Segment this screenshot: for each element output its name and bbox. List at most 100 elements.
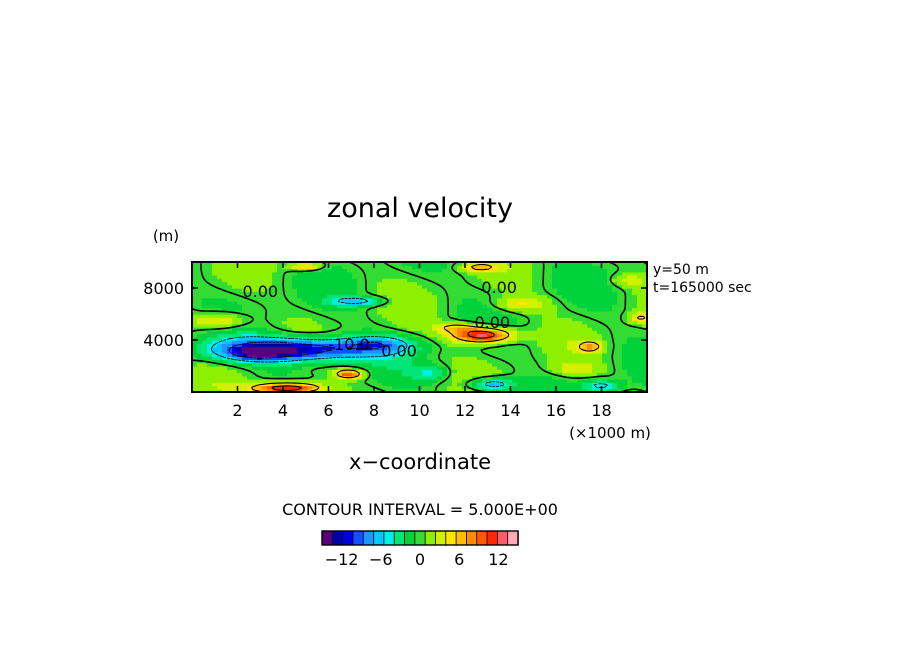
heatmap-cell — [312, 362, 318, 367]
heatmap-cell — [262, 333, 268, 338]
heatmap-cell — [527, 304, 533, 309]
heatmap-cell — [597, 288, 603, 292]
heatmap-cell — [592, 343, 598, 348]
heatmap-cell — [392, 356, 398, 361]
heatmap-cell — [637, 330, 643, 335]
heatmap-cell — [392, 297, 398, 302]
heatmap-cell — [527, 314, 533, 318]
heatmap-cell — [527, 359, 533, 364]
heatmap-cell — [342, 369, 348, 374]
heatmap-cell — [367, 262, 373, 266]
heatmap-cell — [522, 271, 528, 276]
heatmap-cell — [202, 343, 208, 348]
heatmap-cell — [212, 388, 218, 392]
heatmap-cell — [607, 372, 613, 377]
heatmap-cell — [372, 340, 378, 344]
heatmap-cell — [312, 353, 318, 357]
heatmap-cell — [407, 346, 413, 351]
heatmap-cell — [237, 343, 243, 348]
heatmap-cell — [322, 388, 328, 392]
heatmap-cell — [592, 333, 598, 338]
heatmap-cell — [267, 353, 273, 357]
heatmap-cell — [547, 330, 553, 335]
heatmap-cell — [472, 362, 478, 367]
heatmap-cell — [487, 375, 493, 380]
heatmap-cell — [192, 340, 198, 344]
heatmap-cell — [392, 372, 398, 377]
heatmap-cell — [192, 366, 198, 370]
heatmap-cell — [317, 301, 323, 305]
heatmap-cell — [617, 327, 623, 331]
heatmap-cell — [457, 388, 463, 392]
heatmap-cell — [332, 336, 338, 341]
heatmap-cell — [447, 262, 453, 266]
heatmap-cell — [617, 362, 623, 367]
heatmap-cell — [602, 375, 608, 380]
heatmap-cell — [387, 304, 393, 309]
heatmap-cell — [462, 372, 468, 377]
heatmap-cell — [602, 379, 608, 383]
heatmap-cell — [217, 359, 223, 364]
heatmap-cell — [342, 265, 348, 270]
heatmap-cell — [317, 379, 323, 383]
heatmap-cell — [612, 268, 618, 273]
heatmap-cell — [372, 369, 378, 374]
heatmap-cell — [312, 288, 318, 292]
heatmap-cell — [372, 343, 378, 348]
heatmap-cell — [302, 297, 308, 302]
heatmap-cell — [192, 356, 198, 361]
heatmap-cell — [627, 320, 633, 325]
contour-line — [251, 264, 646, 392]
heatmap-cell — [412, 379, 418, 383]
heatmap-cell — [267, 288, 273, 292]
heatmap-cell — [627, 369, 633, 374]
heatmap-cell — [232, 301, 238, 305]
heatmap-cell — [217, 323, 223, 328]
heatmap-cell — [322, 310, 328, 315]
heatmap-cell — [297, 275, 303, 279]
heatmap-cell — [262, 385, 268, 390]
heatmap-cell — [252, 333, 258, 338]
heatmap-cell — [507, 281, 513, 286]
heatmap-cell — [642, 336, 647, 341]
heatmap-cell — [417, 366, 423, 370]
heatmap-cell — [542, 336, 548, 341]
heatmap-cell — [532, 369, 538, 374]
heatmap-cell — [472, 310, 478, 315]
heatmap-cell — [312, 346, 318, 351]
heatmap-cell — [237, 333, 243, 338]
heatmap-cell — [312, 304, 318, 309]
heatmap-cell — [412, 304, 418, 309]
heatmap-cell — [587, 262, 593, 266]
heatmap-cell — [532, 317, 538, 322]
heatmap-cell — [492, 359, 498, 364]
heatmap-cell — [312, 314, 318, 318]
heatmap-cell — [622, 366, 628, 370]
heatmap-cell — [282, 320, 288, 325]
heatmap-cell — [577, 284, 583, 289]
heatmap-cell — [447, 388, 453, 392]
heatmap-cell — [472, 353, 478, 357]
heatmap-cell — [582, 275, 588, 279]
heatmap-cell — [282, 349, 288, 354]
heatmap-cell — [522, 366, 528, 370]
heatmap-cell — [442, 284, 448, 289]
heatmap-cell — [227, 281, 233, 286]
heatmap-cell — [257, 333, 263, 338]
heatmap-cell — [537, 320, 543, 325]
heatmap-cell — [397, 375, 403, 380]
heatmap-cell — [637, 320, 643, 325]
heatmap-cell — [527, 271, 533, 276]
heatmap-cell — [277, 304, 283, 309]
heatmap-cell — [417, 314, 423, 318]
heatmap-cell — [292, 340, 298, 344]
heatmap-cell — [262, 278, 268, 283]
heatmap-cell — [572, 369, 578, 374]
heatmap-cell — [252, 294, 258, 299]
heatmap-cell — [337, 366, 343, 370]
heatmap-cell — [327, 297, 333, 302]
heatmap-cell — [607, 356, 613, 361]
heatmap-cell — [557, 385, 563, 390]
heatmap-cell — [597, 314, 603, 318]
heatmap-cell — [557, 314, 563, 318]
